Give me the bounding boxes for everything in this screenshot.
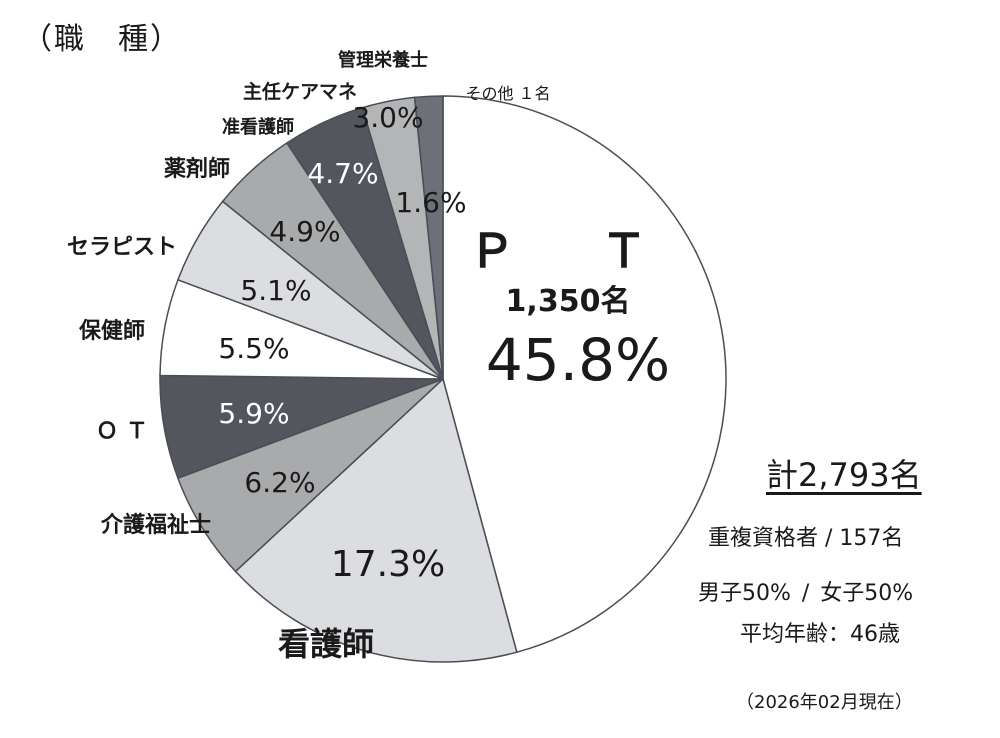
data-label: 5.5% [218,332,289,365]
category-label: 介護福祉士 [100,512,211,538]
category-label: その他 １名 [465,84,550,103]
category-label: ＯＴ [96,419,156,444]
data-label: 6.2% [244,466,315,499]
category-label: 主任ケアマネ [243,80,357,103]
category-label: 准看護師 [222,116,294,138]
pie-slice [442,95,727,654]
data-label: 4.9% [269,215,340,248]
data-label: 3.0% [352,101,423,134]
gender-ratio: 男子50% / 女子50% [698,581,914,606]
category-label: Ｐ Ｔ [469,224,667,278]
category-label: 薬剤師 [164,156,230,182]
data-label: 17.3% [331,544,445,585]
average-age: 平均年齢：46歳 [740,622,900,647]
category-label: 管理栄養士 [338,49,428,71]
pie-slice [234,377,518,663]
category-label: 看護師 [278,625,374,663]
duplicate-count: 重複資格者 / 157名 [708,526,904,551]
pie-slice [413,95,444,380]
count-label: 1,350名 [506,284,631,319]
total-count: 計2,793名 [766,456,922,494]
category-label: 保健師 [78,318,145,344]
data-label: 5.1% [240,274,311,307]
as-of-date: （2026年02月現在） [736,692,913,713]
page-title: （職 種） [22,22,182,57]
data-label: 45.8% [486,326,670,394]
data-label: 1.6% [395,186,466,219]
data-label: 4.7% [307,157,378,190]
category-label: セラピスト [67,235,177,260]
data-label: 5.9% [218,397,289,430]
